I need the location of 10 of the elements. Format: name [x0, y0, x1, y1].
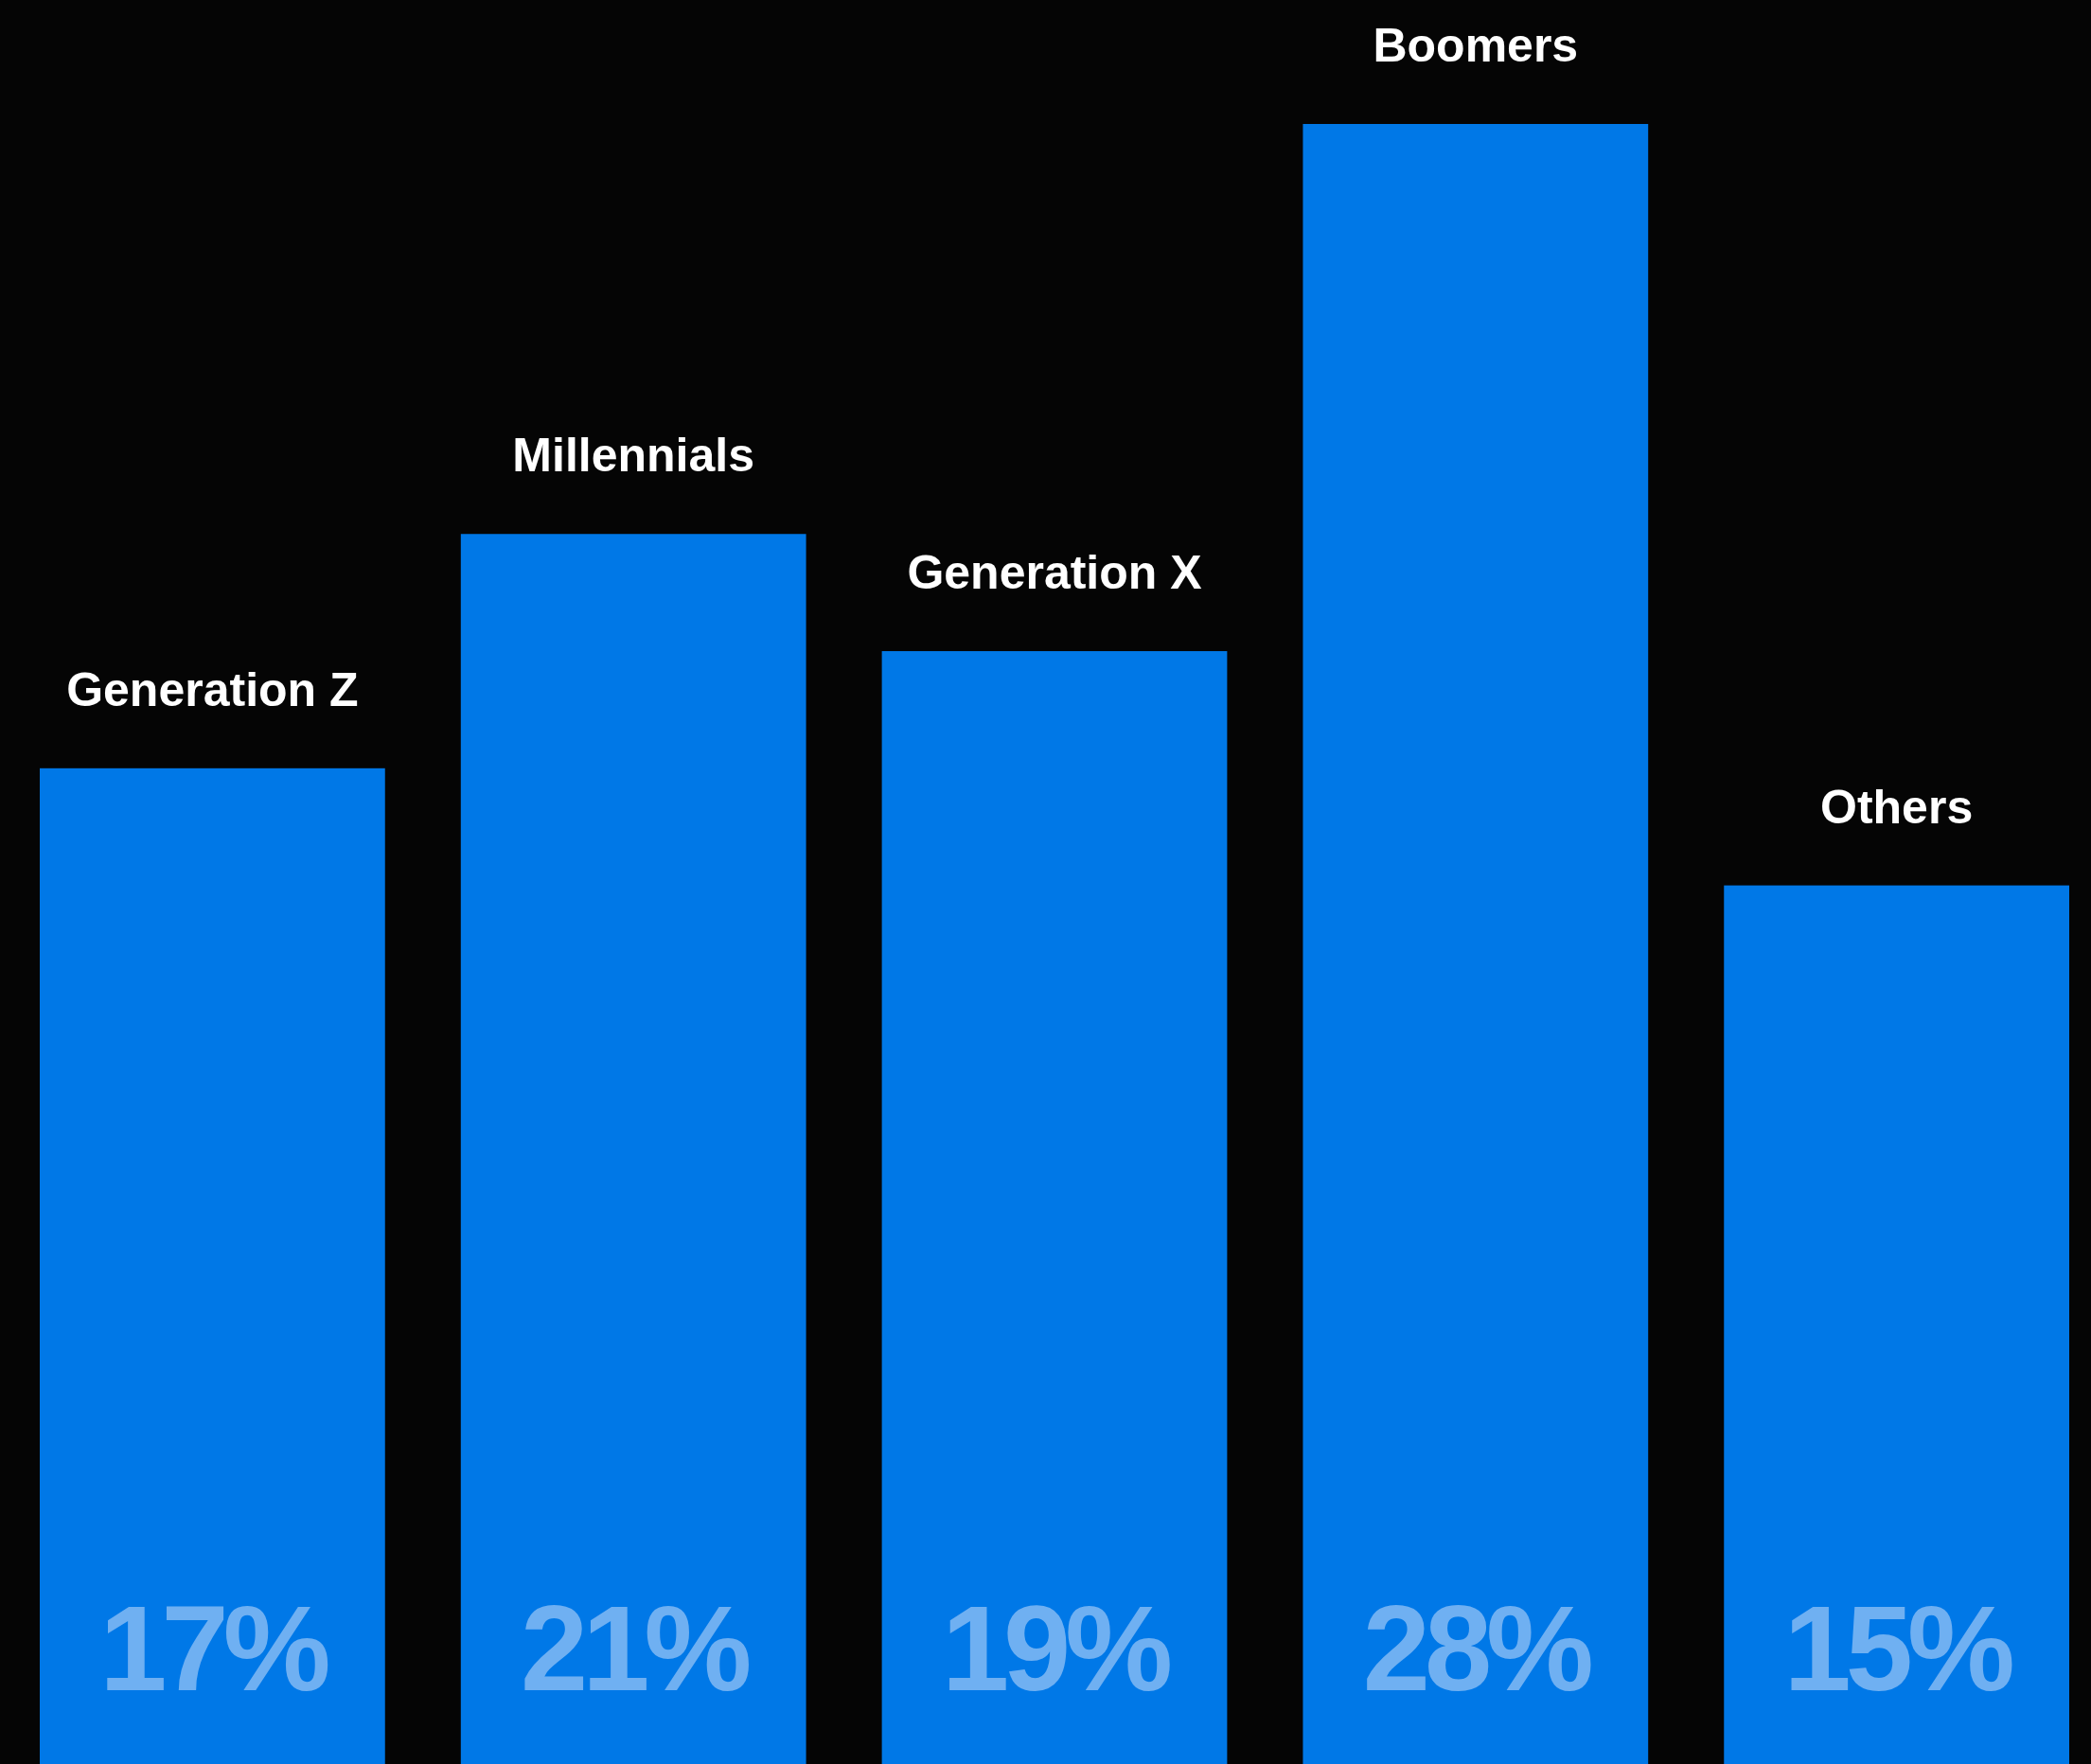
data-label: 19% [941, 1580, 1171, 1716]
data-label: 15% [1783, 1580, 2012, 1716]
x-tick-label: Others [1820, 780, 1974, 834]
x-tick-label: Millennials [512, 429, 754, 483]
x-tick-label: Boomers [1373, 19, 1579, 72]
data-label: 17% [99, 1580, 328, 1716]
data-label: 21% [521, 1580, 750, 1716]
x-tick-label: Generation Z [66, 662, 359, 716]
x-tick-label: Generation X [907, 546, 1202, 600]
data-label: 28% [1362, 1580, 1592, 1716]
